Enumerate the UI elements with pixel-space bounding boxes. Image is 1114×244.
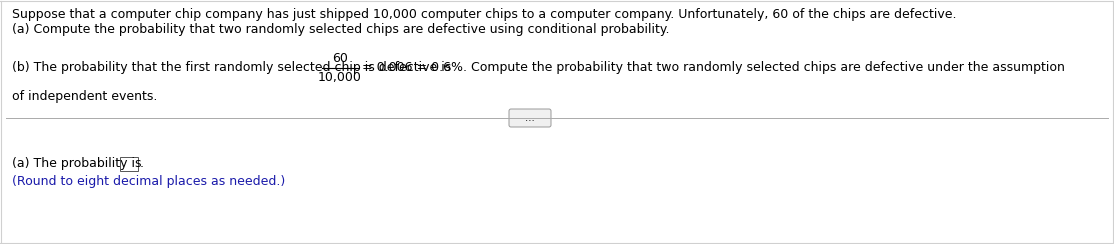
Text: (a) The probability is: (a) The probability is	[12, 157, 141, 170]
Text: 10,000: 10,000	[319, 71, 362, 84]
Text: (Round to eight decimal places as needed.): (Round to eight decimal places as needed…	[12, 175, 285, 188]
Text: = 0.006 = 0.6%. Compute the probability that two randomly selected chips are def: = 0.006 = 0.6%. Compute the probability …	[362, 61, 1065, 74]
FancyBboxPatch shape	[509, 109, 551, 127]
Text: (b) The probability that the first randomly selected chip is defective is: (b) The probability that the first rando…	[12, 61, 451, 74]
Text: .: .	[140, 157, 144, 170]
Text: (a) Compute the probability that two randomly selected chips are defective using: (a) Compute the probability that two ran…	[12, 23, 670, 36]
Text: 60: 60	[332, 51, 348, 64]
Text: Suppose that a computer chip company has just shipped 10,000 computer chips to a: Suppose that a computer chip company has…	[12, 8, 957, 21]
FancyBboxPatch shape	[120, 157, 138, 171]
Text: …: …	[525, 113, 535, 123]
Text: of independent events.: of independent events.	[12, 90, 157, 103]
